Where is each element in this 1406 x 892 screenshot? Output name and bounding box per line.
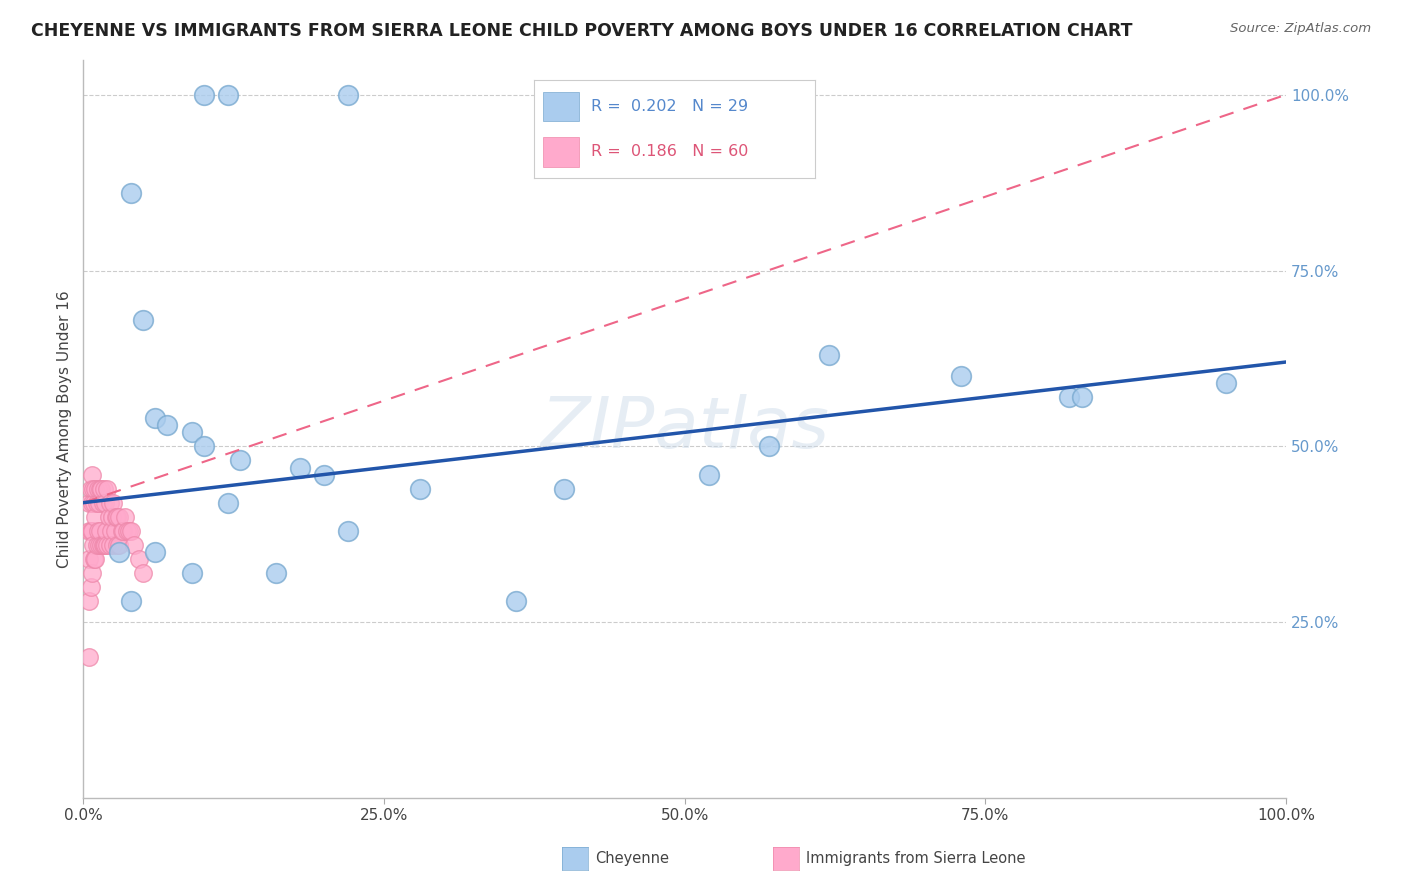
Point [1059,390,1081,404]
Text: CHEYENNE VS IMMIGRANTS FROM SIERRA LEONE CHILD POVERTY AMONG BOYS UNDER 16 CORRE: CHEYENNE VS IMMIGRANTS FROM SIERRA LEONE… [31,22,1132,40]
Point [336,87,359,102]
Point [84,552,107,566]
Point [80,566,103,580]
Point [94,524,117,538]
Point [82,538,104,552]
Point [94,496,117,510]
Point [505,594,527,608]
Point [108,538,131,552]
Point [84,482,107,496]
Point [132,313,155,327]
Point [89,482,111,496]
Point [193,87,215,102]
Point [80,524,103,538]
Point [93,482,115,496]
Point [111,524,134,538]
Point [89,524,111,538]
Point [79,650,101,665]
FancyBboxPatch shape [543,92,579,121]
Point [84,509,107,524]
Point [103,496,125,510]
Point [312,467,335,482]
Point [104,509,127,524]
Point [86,538,108,552]
Point [87,482,110,496]
Point [120,186,142,201]
Point [87,496,110,510]
Text: R =  0.202   N = 29: R = 0.202 N = 29 [591,99,748,114]
Point [145,545,167,559]
Point [122,538,145,552]
Point [101,509,124,524]
Point [91,496,114,510]
Point [288,460,311,475]
Point [114,509,136,524]
Point [79,496,101,510]
Point [83,496,105,510]
Point [145,411,167,425]
Point [80,496,103,510]
Point [180,425,202,440]
Point [96,482,118,496]
Point [120,594,142,608]
Point [118,524,141,538]
Point [217,496,239,510]
Point [105,538,128,552]
Point [264,566,287,580]
Text: R =  0.186   N = 60: R = 0.186 N = 60 [591,145,748,160]
Point [180,566,202,580]
Point [193,439,215,453]
Point [90,538,112,552]
Text: Cheyenne: Cheyenne [595,852,669,866]
Point [87,538,110,552]
Point [79,552,101,566]
Point [108,545,131,559]
Point [111,524,134,538]
Point [818,348,841,362]
Point [98,538,121,552]
Point [79,524,101,538]
Point [96,538,118,552]
Point [697,467,720,482]
Point [128,552,150,566]
Point [94,538,117,552]
Text: Immigrants from Sierra Leone: Immigrants from Sierra Leone [806,852,1025,866]
Point [950,369,973,384]
Point [132,566,155,580]
Point [103,538,125,552]
Point [217,87,239,102]
Point [90,482,112,496]
Point [553,482,575,496]
Point [103,524,125,538]
Point [82,482,104,496]
Point [120,524,142,538]
Point [98,496,121,510]
Point [105,509,128,524]
Point [108,509,131,524]
Point [86,496,108,510]
Point [79,594,101,608]
Point [336,524,359,538]
Point [79,580,101,594]
Point [228,453,250,467]
Point [97,509,120,524]
Point [100,524,122,538]
Point [83,552,105,566]
Point [156,418,179,433]
Text: Source: ZipAtlas.com: Source: ZipAtlas.com [1230,22,1371,36]
Point [79,482,101,496]
Point [93,538,115,552]
Point [87,524,110,538]
Point [80,467,103,482]
FancyBboxPatch shape [543,137,579,167]
Point [115,524,138,538]
Point [91,538,114,552]
Point [409,482,432,496]
Y-axis label: Child Poverty Among Boys Under 16: Child Poverty Among Boys Under 16 [58,290,72,567]
Point [1070,390,1092,404]
Point [79,524,101,538]
Point [1215,376,1237,391]
Text: ZIPatlas: ZIPatlas [540,394,830,463]
Point [758,439,780,453]
